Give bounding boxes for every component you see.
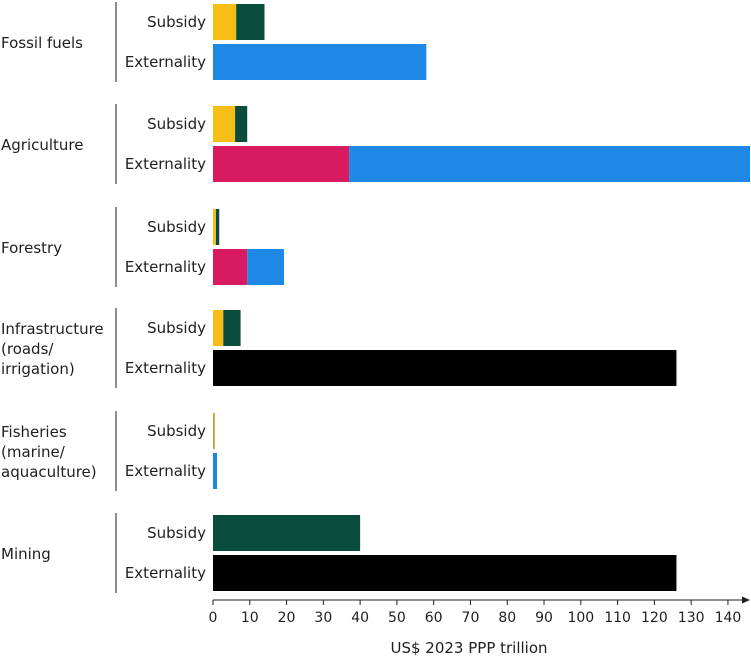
bar-label-externality: Externality [125,564,206,582]
bar-segment-forestry-externality-2 [247,249,284,285]
bar-segment-forestry-subsidy-1 [213,209,216,245]
group-label-fossil-fuels: Fossil fuels [1,34,83,52]
bars [213,4,750,591]
bar-segment-fossil-fuels-subsidy-1 [213,4,237,40]
group-label-line: Fossil fuels [1,34,83,52]
bar-labels: Subsidy Externality Subsidy Externality Subs… [125,13,206,582]
bar-segment-forestry-subsidy-2 [215,209,220,245]
x-tick-label: 100 [567,610,594,626]
x-tick-label: 90 [535,610,553,626]
bar-segment-fossil-fuels-externality-1 [213,44,427,80]
bar-segment-fossil-fuels-subsidy-2 [236,4,265,40]
bar-label-externality: Externality [125,359,206,377]
group-label-line: Fisheries [1,423,67,441]
bar-segment-mining-externality-1 [213,555,677,591]
group-label-line: irrigation) [1,360,75,378]
bar-segment-forestry-externality-1 [213,249,248,285]
bar-segment-mining-subsidy-1 [213,515,361,551]
group-label-line: Mining [1,545,51,563]
bar-label-externality: Externality [125,155,206,173]
x-axis-title: US$ 2023 PPP trillion [390,639,547,657]
bar-label-externality: Externality [125,53,206,71]
x-tick-label: 10 [241,610,259,626]
group-label-line: Forestry [1,239,62,257]
bar-label-subsidy: Subsidy [147,319,206,337]
group-label-line: Infrastructure [1,320,104,338]
group-labels: Fossil fuels Agriculture Forestry Infrastru… [1,34,104,563]
bar-label-subsidy: Subsidy [147,13,206,31]
x-ticks: 0 10 20 30 40 50 60 70 80 90 100 110 120 130 140 [209,600,742,626]
group-label-agriculture: Agriculture [1,136,84,154]
x-tick-label: 40 [351,610,369,626]
bar-label-externality: Externality [125,462,206,480]
bar-segment-agriculture-subsidy-2 [235,106,248,142]
x-tick-label: 120 [641,610,668,626]
group-label-line: Agriculture [1,136,84,154]
bar-segment-agriculture-externality-2 [349,146,750,182]
bar-label-subsidy: Subsidy [147,115,206,133]
bar-segment-infrastructure-roads-irrigation-subsidy-2 [223,310,241,346]
group-label-line: (roads/ [1,340,54,358]
group-label-line: (marine/ [1,443,66,461]
x-tick-label: 80 [498,610,516,626]
x-tick-label: 130 [678,610,705,626]
bar-label-subsidy: Subsidy [147,524,206,542]
x-tick-label: 140 [715,610,742,626]
x-tick-label: 0 [209,610,218,626]
x-tick-label: 60 [425,610,443,626]
bar-segment-fisheries-marine-aquaculture-externality-1 [213,453,218,489]
bar-label-subsidy: Subsidy [147,422,206,440]
bar-label-externality: Externality [125,258,206,276]
bar-segment-agriculture-subsidy-1 [213,106,236,142]
bar-segment-fisheries-marine-aquaculture-subsidy-1 [213,413,215,449]
group-label-mining: Mining [1,545,51,563]
x-tick-label: 30 [314,610,332,626]
bar-label-subsidy: Subsidy [147,218,206,236]
group-label-forestry: Forestry [1,239,62,257]
x-tick-label: 20 [278,610,296,626]
group-label-infrastructure-roads-irrigation: Infrastructure (roads/irrigation) [1,320,104,378]
x-tick-label: 70 [462,610,480,626]
bar-segment-infrastructure-roads-irrigation-externality-1 [213,350,677,386]
x-tick-label: 110 [604,610,631,626]
group-label-fisheries-marine-aquaculture: Fisheries (marine/aquaculture) [1,423,97,481]
group-label-line: aquaculture) [1,463,97,481]
bar-segment-infrastructure-roads-irrigation-subsidy-1 [213,310,224,346]
x-tick-label: 50 [388,610,406,626]
x-axis: 0 10 20 30 40 50 60 70 80 90 100 110 120 130 140 US$ 2… [209,596,750,657]
bar-segment-agriculture-externality-1 [213,146,350,182]
x-axis-arrow-icon [742,596,750,604]
